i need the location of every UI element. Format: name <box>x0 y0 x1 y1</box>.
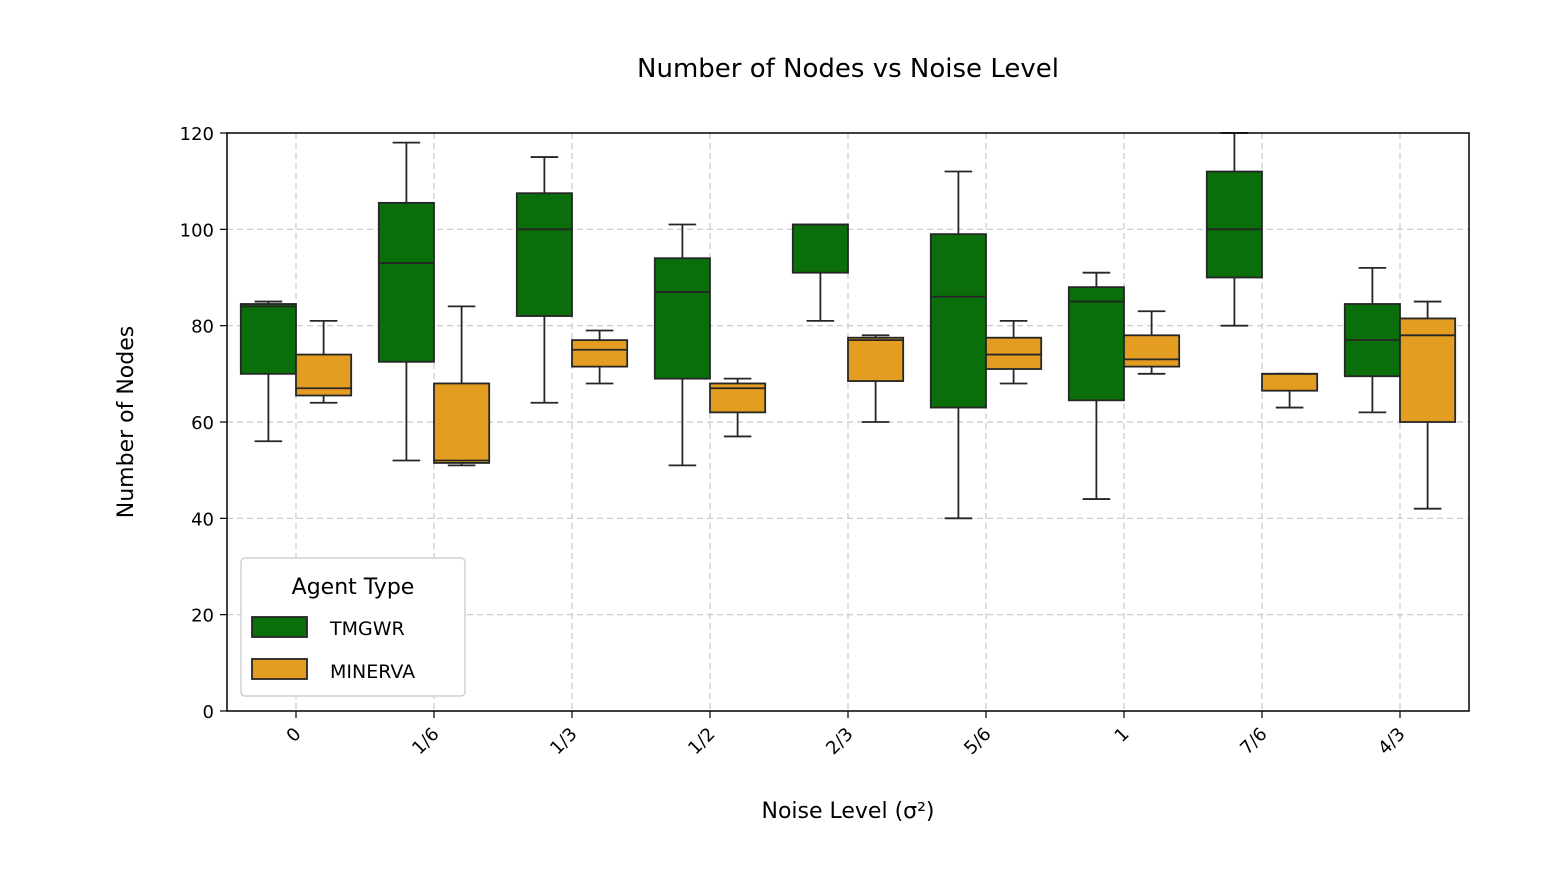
x-axis-label: Noise Level (σ²) <box>761 799 934 824</box>
x-tick-label: 1 <box>1111 724 1134 747</box>
box-minerva <box>985 336 1043 370</box>
legend-label-tmgwr: TMGWR <box>329 618 405 640</box>
box-tmgwr <box>239 303 297 375</box>
box-minerva <box>847 336 905 382</box>
x-tick-label: 1/2 <box>684 724 719 759</box>
y-tick-label: 0 <box>203 702 214 723</box>
legend-title: Agent Type <box>292 575 415 600</box>
legend: Agent Type TMGWR MINERVA <box>240 557 466 697</box>
x-tick-label: 7/6 <box>1236 724 1271 759</box>
box-tmgwr <box>929 233 987 409</box>
y-axis-label: Number of Nodes <box>114 326 139 518</box>
box-tmgwr <box>515 192 573 317</box>
y-tick-label: 40 <box>191 509 214 530</box>
y-tick-label: 120 <box>180 124 214 145</box>
y-tick-label: 20 <box>191 606 214 627</box>
box-minerva <box>1123 334 1181 368</box>
chart-title: Number of Nodes vs Noise Level <box>637 54 1059 84</box>
box-minerva <box>571 339 629 368</box>
legend-label-minerva: MINERVA <box>330 661 415 683</box>
box-tmgwr <box>1205 170 1263 279</box>
x-tick-label: 4/3 <box>1374 724 1409 759</box>
y-tick-label: 80 <box>191 317 214 338</box>
box-tmgwr <box>653 257 711 380</box>
x-tick-label: 2/3 <box>822 724 857 759</box>
box-minerva <box>1261 372 1319 392</box>
x-tick-label: 1/6 <box>408 724 443 759</box>
y-tick-label: 60 <box>191 413 214 434</box>
x-tick-label: 0 <box>283 724 306 747</box>
legend-swatch-tmgwr <box>251 616 308 638</box>
box-tmgwr <box>1067 286 1125 402</box>
legend-swatch-minerva <box>251 658 308 680</box>
x-tick-label: 1/3 <box>546 724 581 759</box>
box-tmgwr <box>791 223 849 274</box>
plot-area <box>239 132 1457 520</box>
box-minerva <box>433 382 491 464</box>
y-tick-label: 100 <box>180 220 214 241</box>
x-tick-label: 5/6 <box>960 724 995 759</box>
box-minerva <box>1399 317 1457 423</box>
box-tmgwr <box>377 201 435 363</box>
box-minerva <box>295 353 353 397</box>
